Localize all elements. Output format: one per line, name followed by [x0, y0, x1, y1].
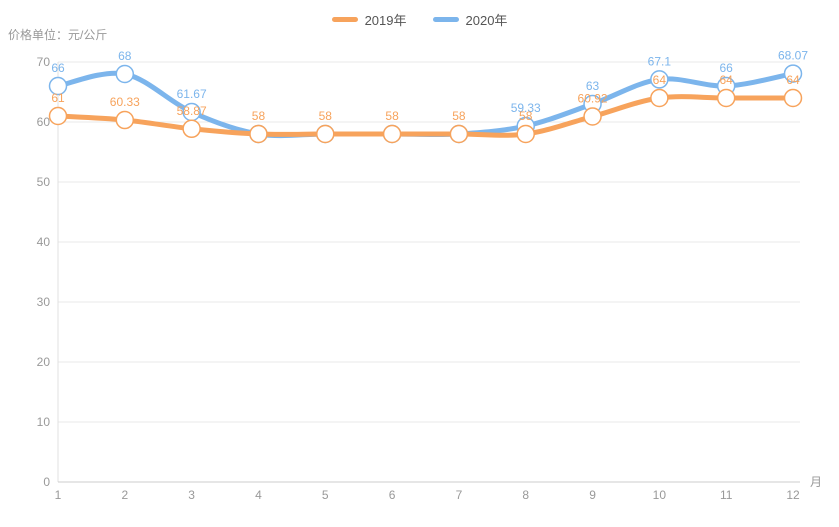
series-2020-data-label: 68.07 [778, 49, 808, 63]
legend: 2019年 2020年 [0, 10, 839, 29]
series-2019-point[interactable] [449, 124, 469, 144]
series-2019-point[interactable] [382, 124, 402, 144]
series-2019-point[interactable] [115, 110, 135, 130]
x-tick-label: 1 [55, 488, 62, 502]
series-2019-data-label: 58 [452, 109, 466, 123]
series-2019-data-label: 58 [319, 109, 333, 123]
series-2019-point[interactable] [516, 124, 535, 144]
x-axis-title: 月 [810, 475, 822, 489]
y-tick-label: 70 [37, 55, 51, 69]
series-2019-point[interactable] [650, 88, 669, 108]
series-2020-data-label: 61.67 [177, 87, 207, 101]
legend-item-2020[interactable]: 2020年 [432, 10, 508, 29]
x-tick-label: 2 [121, 488, 128, 502]
series-2020-data-label: 68 [118, 49, 132, 63]
series-2019-data-label: 64 [720, 73, 734, 87]
series-2020-data-label: 66 [51, 61, 65, 75]
series-2019-point[interactable] [182, 119, 201, 139]
series-2019-data-label: 61 [51, 91, 65, 105]
y-tick-label: 50 [37, 175, 51, 189]
x-tick-label: 5 [322, 488, 329, 502]
y-tick-label: 30 [37, 295, 51, 309]
x-tick-label: 7 [456, 488, 463, 502]
x-tick-label: 6 [389, 488, 396, 502]
x-tick-label: 8 [522, 488, 529, 502]
x-tick-label: 11 [720, 488, 733, 502]
series-2019-point[interactable] [316, 124, 335, 144]
y-tick-label: 0 [43, 475, 50, 489]
x-tick-label: 3 [188, 488, 195, 502]
y-tick-label: 60 [37, 115, 51, 129]
y-tick-label: 40 [37, 235, 51, 249]
legend-marker-2019-icon [331, 17, 358, 22]
series-2019-point[interactable] [783, 88, 803, 108]
y-axis-title: 价格单位：元/公斤 [8, 28, 108, 42]
series-2019-point[interactable] [249, 124, 268, 144]
series-2020-point[interactable] [783, 64, 803, 83]
series-2019-point[interactable] [48, 106, 68, 126]
y-tick-label: 20 [37, 355, 51, 369]
series-2019-data-label: 64 [786, 73, 800, 87]
series-2020-point[interactable] [650, 70, 669, 89]
x-tick-label: 10 [653, 488, 667, 502]
series-2019-data-label: 58.87 [177, 104, 207, 118]
legend-label-2019: 2019年 [364, 13, 407, 28]
series-2020-data-label: 66 [720, 61, 734, 75]
series-2020-data-label: 67.1 [648, 54, 672, 68]
series-2019-data-label: 58 [519, 109, 533, 123]
series-2019-data-label: 60.92 [578, 91, 608, 105]
series-2019-point[interactable] [716, 88, 736, 108]
y-tick-label: 10 [37, 415, 51, 429]
legend-label-2020: 2020年 [465, 13, 508, 28]
legend-marker-2020-icon [432, 17, 459, 22]
series-2020-data-label: 59.33 [511, 101, 541, 115]
series-2019-data-label: 60.33 [110, 95, 140, 109]
series-2019-point[interactable] [583, 107, 602, 126]
x-tick-label: 9 [589, 488, 596, 502]
series-2020-data-label: 63 [586, 79, 600, 93]
x-tick-label: 12 [786, 488, 800, 502]
series-2020-point[interactable] [48, 76, 68, 96]
series-2020-point[interactable] [115, 64, 135, 84]
series-2019-line[interactable] [55, 94, 796, 138]
series-2019-data-label: 58 [252, 109, 266, 123]
series-2019-data-label: 64 [653, 73, 667, 87]
legend-item-2019[interactable]: 2019年 [331, 10, 407, 29]
x-tick-label: 4 [255, 488, 262, 502]
series-2019-data-label: 58 [385, 109, 399, 123]
